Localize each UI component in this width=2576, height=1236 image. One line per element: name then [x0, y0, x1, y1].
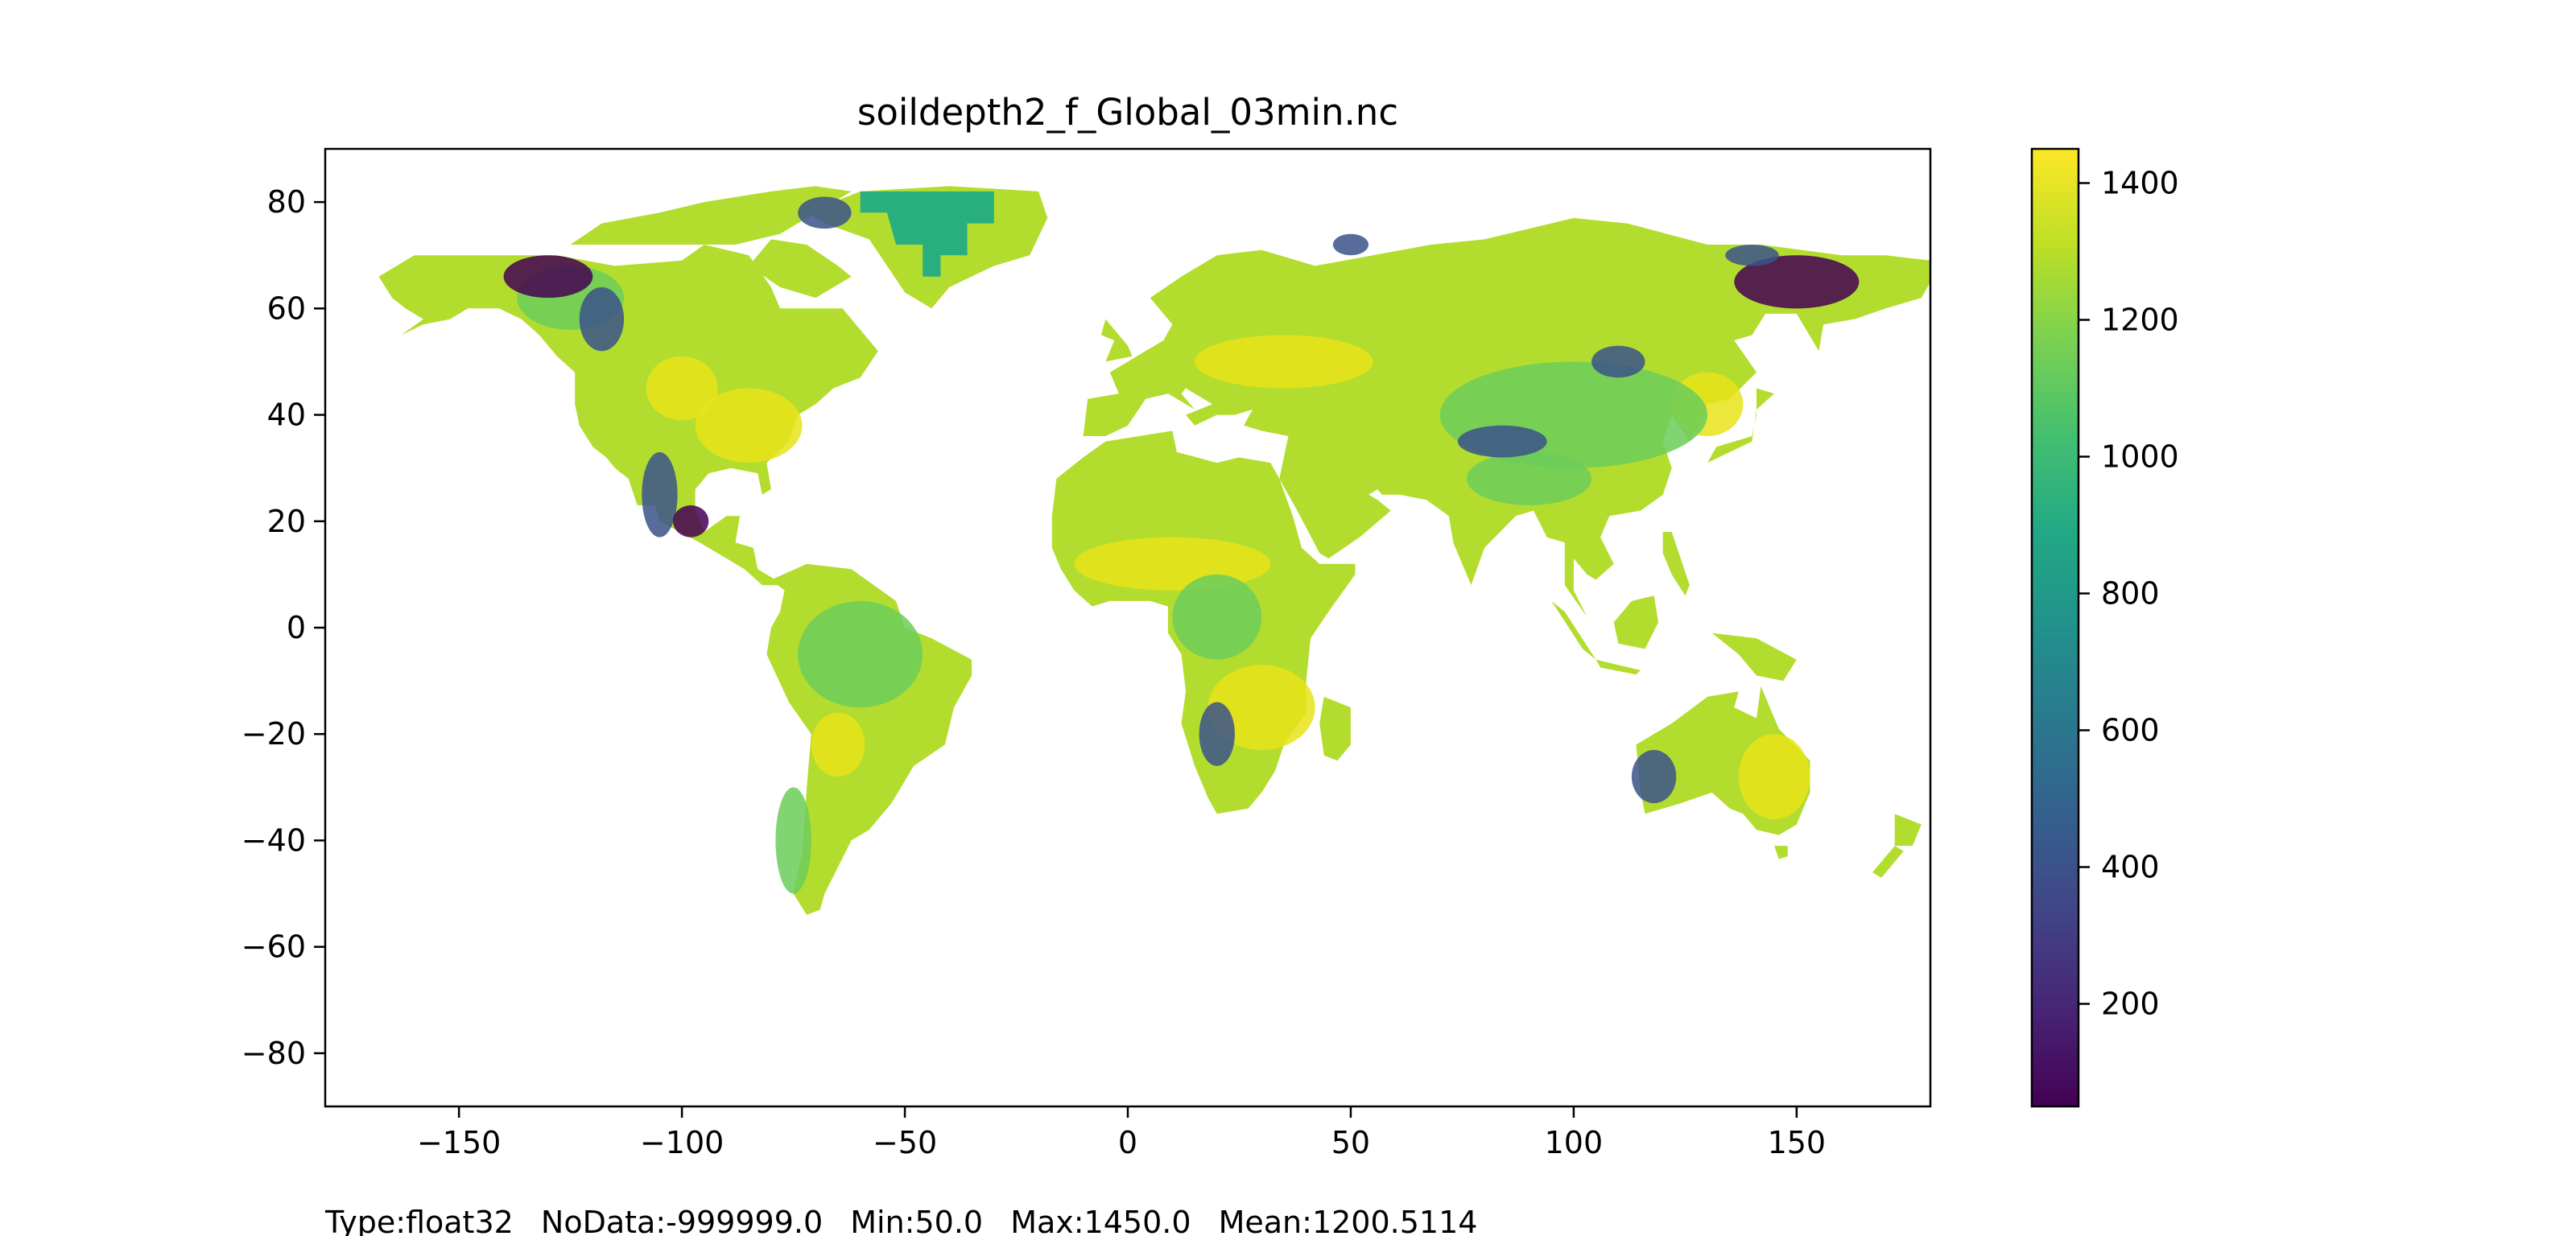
- y-tick-label: 20: [267, 504, 306, 539]
- footer-mean: Mean:1200.5114: [1219, 1205, 1478, 1236]
- low-value-region: [642, 451, 678, 538]
- value-region-overlay: [695, 388, 803, 464]
- value-region-overlay: [1195, 335, 1373, 389]
- value-region-overlay: [1172, 574, 1262, 660]
- colorbar-tick-label: 1400: [2101, 166, 2179, 201]
- y-axis: 80 60 40 20 0 −20 −40 −60 −80: [242, 184, 325, 1071]
- footer-type: Type:float32: [324, 1205, 514, 1236]
- landmass-madagascar: [1319, 696, 1351, 761]
- value-region-overlay: [811, 712, 865, 777]
- footer-stats: Type:float32 NoData:-999999.0 Min:50.0 M…: [324, 1205, 1477, 1236]
- y-tick-label: 80: [267, 184, 306, 220]
- y-tick-label: −60: [242, 929, 306, 965]
- colorbar-frame: [2030, 147, 2080, 1108]
- low-value-region: [1725, 245, 1779, 266]
- colorbar-gradient: [2032, 149, 2079, 1106]
- map-raster: [378, 186, 1930, 915]
- colorbar-tick-label: 1200: [2101, 303, 2179, 338]
- colorbar-tick-label: 200: [2101, 987, 2160, 1022]
- footer-max: Max:1450.0: [1010, 1205, 1191, 1236]
- colorbar-tick-label: 400: [2101, 850, 2160, 885]
- value-region-overlay: [1466, 451, 1592, 505]
- landmass-north-america: [378, 245, 878, 586]
- value-region-overlay: [646, 356, 718, 421]
- y-tick-label: 0: [287, 610, 306, 645]
- landmass-new-zealand-south: [1872, 846, 1904, 878]
- value-region-overlay: [798, 600, 923, 708]
- footer-min: Min:50.0: [850, 1205, 983, 1236]
- y-tick-label: 40: [267, 398, 306, 433]
- y-tick-label: −20: [242, 716, 306, 752]
- colorbar-tick-label: 600: [2101, 713, 2160, 748]
- footer-nodata: NoData:-999999.0: [541, 1205, 823, 1236]
- colorbar-tick-label: 1000: [2101, 439, 2179, 475]
- landmass-japan: [1707, 388, 1775, 464]
- low-value-region: [1591, 345, 1645, 378]
- colorbar-tick-label: 800: [2101, 576, 2160, 612]
- low-value-region: [798, 196, 852, 229]
- landmass-philippines: [1662, 532, 1690, 596]
- landmass-new-zealand-north: [1894, 814, 1922, 847]
- value-region-overlay: [775, 787, 811, 894]
- y-tick-label: −40: [242, 822, 306, 858]
- low-value-region: [503, 255, 593, 299]
- x-tick-label: 0: [1118, 1125, 1137, 1160]
- x-tick-label: 150: [1768, 1125, 1827, 1160]
- low-value-region: [1734, 255, 1860, 309]
- chart-title: soildepth2_f_Global_03min.nc: [857, 91, 1398, 134]
- landmass-new-guinea: [1711, 632, 1797, 682]
- low-value-region: [579, 286, 625, 352]
- landmass-baffin-island: [749, 239, 852, 299]
- low-value-region: [1457, 425, 1547, 458]
- low-value-region: [1631, 750, 1677, 804]
- x-tick-label: −100: [640, 1125, 724, 1160]
- x-tick-label: 50: [1331, 1125, 1370, 1160]
- landmass-great-britain: [1100, 319, 1133, 362]
- x-tick-label: 100: [1545, 1125, 1604, 1160]
- value-region-overlay: [1208, 665, 1315, 751]
- greenland-coarse-blocks: [860, 191, 994, 277]
- x-tick-label: −50: [873, 1125, 937, 1160]
- landmass-borneo: [1613, 595, 1659, 649]
- landmass-tasmania: [1774, 846, 1788, 859]
- landmass-arctic-archipelago: [570, 186, 852, 245]
- y-tick-label: −80: [242, 1036, 306, 1071]
- landmass-java: [1596, 659, 1641, 675]
- low-value-region: [673, 505, 709, 538]
- low-value-region: [1332, 233, 1369, 256]
- landmass-sumatra: [1551, 600, 1596, 660]
- low-value-region: [1199, 702, 1235, 766]
- colorbar-axis: 200 400 600 800 1000 1200 1400: [2079, 166, 2179, 1022]
- x-tick-label: −150: [417, 1125, 501, 1160]
- value-region-overlay: [1738, 734, 1810, 819]
- y-tick-label: 60: [267, 290, 306, 326]
- x-axis: −150 −100 −50 0 50 100 150: [417, 1106, 1826, 1160]
